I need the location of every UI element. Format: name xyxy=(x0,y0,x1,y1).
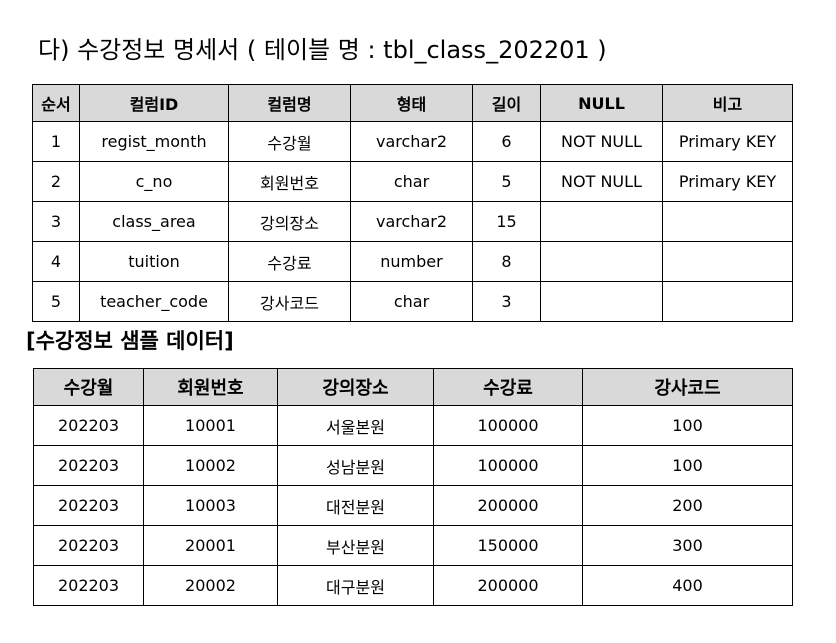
table-cell: 회원번호 xyxy=(228,161,351,202)
table-row: 5 teacher_code 강사코드 char 3 xyxy=(32,281,793,322)
table-cell: 400 xyxy=(582,565,793,606)
spec-header-cell: 길이 xyxy=(472,84,541,122)
table-cell: 200 xyxy=(582,485,793,526)
table-cell: 성남분원 xyxy=(277,445,434,486)
table-cell: 수강료 xyxy=(228,241,351,282)
sample-table: 수강월 회원번호 강의장소 수강료 강사코드 202203 10001 서울본원… xyxy=(33,368,793,606)
table-cell: 6 xyxy=(472,121,541,162)
spec-header-cell: 비고 xyxy=(662,84,793,122)
table-cell: 1 xyxy=(32,121,80,162)
table-row: 2 c_no 회원번호 char 5 NOT NULL Primary KEY xyxy=(32,161,793,202)
table-cell: teacher_code xyxy=(79,281,229,322)
table-cell: 10003 xyxy=(143,485,278,526)
table-cell: Primary KEY xyxy=(662,161,793,202)
table-cell: 202203 xyxy=(33,485,144,526)
table-cell: 10001 xyxy=(143,405,278,446)
table-cell: 서울본원 xyxy=(277,405,434,446)
page-title: 다) 수강정보 명세서 ( 테이블 명 : tbl_class_202201 ) xyxy=(38,36,607,64)
table-row: 202203 10002 성남분원 100000 100 xyxy=(33,445,793,486)
table-row: 202203 10003 대전분원 200000 200 xyxy=(33,485,793,526)
table-cell: Primary KEY xyxy=(662,121,793,162)
table-cell: 2 xyxy=(32,161,80,202)
table-cell: char xyxy=(350,161,473,202)
table-cell: 200000 xyxy=(433,565,583,606)
table-row: 202203 20001 부산분원 150000 300 xyxy=(33,525,793,566)
table-cell: 부산분원 xyxy=(277,525,434,566)
table-cell: varchar2 xyxy=(350,121,473,162)
sample-header-cell: 강사코드 xyxy=(582,368,793,406)
sample-header-cell: 수강료 xyxy=(433,368,583,406)
spec-header-cell: 순서 xyxy=(32,84,80,122)
table-cell: 강의장소 xyxy=(228,201,351,242)
table-cell xyxy=(540,281,663,322)
table-cell: tuition xyxy=(79,241,229,282)
sample-header-cell: 회원번호 xyxy=(143,368,278,406)
table-cell: 대전분원 xyxy=(277,485,434,526)
table-cell: 15 xyxy=(472,201,541,242)
sample-header-cell: 강의장소 xyxy=(277,368,434,406)
table-cell: 8 xyxy=(472,241,541,282)
table-cell: c_no xyxy=(79,161,229,202)
table-cell: 150000 xyxy=(433,525,583,566)
sample-section-title: [수강정보 샘플 데이터] xyxy=(26,329,234,353)
table-cell: 10002 xyxy=(143,445,278,486)
table-cell xyxy=(540,241,663,282)
table-cell xyxy=(540,201,663,242)
table-cell: 20002 xyxy=(143,565,278,606)
spec-table: 순서 컬럼ID 컬럼명 형태 길이 NULL 비고 1 regist_month… xyxy=(32,84,793,322)
spec-header-row: 순서 컬럼ID 컬럼명 형태 길이 NULL 비고 xyxy=(32,84,793,122)
table-cell: 100 xyxy=(582,445,793,486)
spec-header-cell: 형태 xyxy=(350,84,473,122)
table-cell: number xyxy=(350,241,473,282)
table-cell: char xyxy=(350,281,473,322)
table-cell: NOT NULL xyxy=(540,121,663,162)
table-cell: 3 xyxy=(472,281,541,322)
spec-header-cell: NULL xyxy=(540,84,663,122)
sample-header-cell: 수강월 xyxy=(33,368,144,406)
table-cell: 202203 xyxy=(33,565,144,606)
table-cell: 202203 xyxy=(33,445,144,486)
spec-header-cell: 컬럼ID xyxy=(79,84,229,122)
table-row: 1 regist_month 수강월 varchar2 6 NOT NULL P… xyxy=(32,121,793,162)
table-row: 4 tuition 수강료 number 8 xyxy=(32,241,793,282)
table-cell: 5 xyxy=(32,281,80,322)
table-cell: 202203 xyxy=(33,525,144,566)
table-cell xyxy=(662,281,793,322)
table-cell xyxy=(662,241,793,282)
table-cell: 대구분원 xyxy=(277,565,434,606)
table-cell: 100000 xyxy=(433,405,583,446)
table-row: 3 class_area 강의장소 varchar2 15 xyxy=(32,201,793,242)
sample-header-row: 수강월 회원번호 강의장소 수강료 강사코드 xyxy=(33,368,793,406)
table-cell: 202203 xyxy=(33,405,144,446)
table-cell: 200000 xyxy=(433,485,583,526)
table-cell: 20001 xyxy=(143,525,278,566)
table-cell: varchar2 xyxy=(350,201,473,242)
table-cell: 4 xyxy=(32,241,80,282)
table-cell: 5 xyxy=(472,161,541,202)
table-cell: 수강월 xyxy=(228,121,351,162)
table-cell: NOT NULL xyxy=(540,161,663,202)
table-row: 202203 20002 대구분원 200000 400 xyxy=(33,565,793,606)
table-cell: 강사코드 xyxy=(228,281,351,322)
table-cell: regist_month xyxy=(79,121,229,162)
table-cell: 3 xyxy=(32,201,80,242)
table-cell: 100 xyxy=(582,405,793,446)
table-row: 202203 10001 서울본원 100000 100 xyxy=(33,405,793,446)
table-cell xyxy=(662,201,793,242)
table-cell: class_area xyxy=(79,201,229,242)
spec-header-cell: 컬럼명 xyxy=(228,84,351,122)
table-cell: 300 xyxy=(582,525,793,566)
table-cell: 100000 xyxy=(433,445,583,486)
